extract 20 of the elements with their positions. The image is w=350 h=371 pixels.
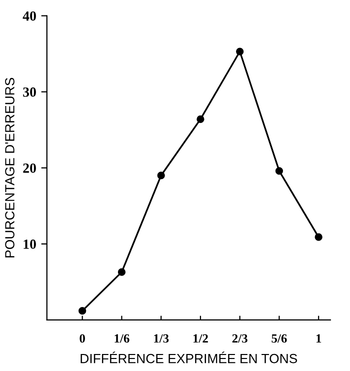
y-tick-label: 30 — [23, 87, 36, 97]
x-tick-label: 2/3 — [232, 334, 248, 343]
y-tick-label: 20 — [23, 163, 36, 173]
x-axis-title: DIFFÉRENCE EXPRIMÉE EN TONS — [80, 352, 298, 364]
point — [314, 233, 322, 241]
point — [78, 307, 86, 315]
point — [157, 172, 165, 180]
x-tick-label: 5/6 — [272, 334, 287, 343]
point — [196, 115, 204, 124]
x-tick-label: 0 — [80, 334, 85, 343]
y-tick-label: 40 — [22, 11, 36, 21]
point — [118, 268, 126, 276]
y-axis-title: POURCENTAGE D'ERREURS — [5, 78, 14, 258]
x-tick-label: 1/2 — [193, 334, 208, 343]
x-tick-label: 1/6 — [114, 334, 130, 343]
point — [275, 167, 284, 175]
x-tick-label: 1 — [316, 334, 322, 343]
x-tick-label: 1/3 — [154, 334, 169, 343]
y-tick-label: 10 — [24, 240, 36, 249]
point — [236, 48, 244, 56]
